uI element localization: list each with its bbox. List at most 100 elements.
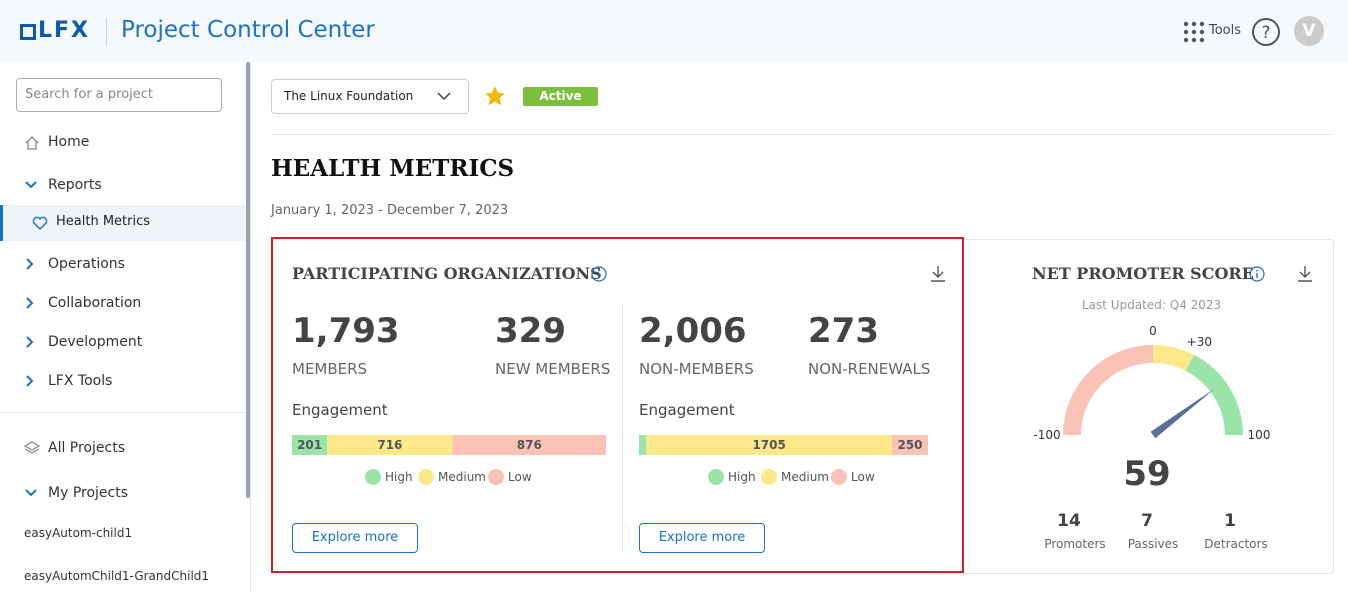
search-box[interactable]: Search for a project [16, 78, 222, 112]
gauge-band [1063, 345, 1153, 435]
nav-health-metrics[interactable]: Health Metrics [56, 214, 151, 229]
legend-swatch [365, 469, 381, 485]
explore-button[interactable]: Explore more [639, 523, 765, 553]
chevron-right [26, 297, 34, 309]
legend-label: High [728, 470, 756, 484]
breakdown-label: Promoters [1044, 537, 1105, 551]
engagement-segment [639, 435, 647, 455]
engagement-segment [891, 435, 928, 455]
metric-value: 2,006 [639, 311, 747, 351]
metric-value: 329 [495, 311, 566, 351]
date-range: January 1, 2023 - December 7, 2023 [271, 203, 509, 218]
gauge-band [1185, 354, 1243, 435]
project-item[interactable]: easyAutom-child1 [24, 526, 133, 540]
all-projects[interactable]: All Projects [48, 440, 125, 456]
legend-label: High [385, 470, 413, 484]
header: LFX Project Control Center Tools ? V [0, 0, 1348, 62]
breakdown-value: 14 [1057, 511, 1081, 531]
page-title: HEALTH METRICS [271, 155, 515, 182]
engagement-segment [452, 435, 606, 455]
engagement-segment [292, 435, 328, 455]
breakdown-label: Passives [1128, 537, 1179, 551]
metric-label: NEW MEMBERS [495, 360, 611, 378]
nav-section[interactable]: Collaboration [48, 295, 142, 311]
heart-icon [32, 216, 48, 230]
chevron-right [26, 375, 34, 387]
chevron-right [26, 258, 34, 270]
info-icon[interactable] [1249, 266, 1265, 282]
column-divider [622, 303, 623, 553]
engagement-label: Engagement [292, 401, 388, 419]
divider [106, 18, 107, 46]
engagement-segment [646, 435, 892, 455]
help-icon[interactable]: ? [1251, 17, 1281, 47]
card-title: PARTICIPATING ORGANIZATIONS [292, 264, 602, 283]
nps-title: NET PROMOTER SCORE [1032, 264, 1254, 283]
nav-section[interactable]: Development [48, 334, 143, 350]
info-icon[interactable] [591, 266, 607, 282]
legend-label: Medium [438, 470, 486, 484]
gauge-tick-label: 0 [1149, 324, 1157, 338]
explore-button[interactable]: Explore more [292, 523, 418, 553]
download-icon[interactable] [930, 265, 946, 283]
nav-reports[interactable]: Reports [48, 177, 102, 193]
my-projects[interactable]: My Projects [48, 485, 129, 501]
logo-square [20, 24, 36, 40]
chevron-down [25, 489, 37, 497]
download-icon[interactable] [1297, 265, 1313, 283]
gauge-band [1153, 345, 1194, 371]
sidebar-divider [0, 412, 247, 413]
engagement-segment [327, 435, 453, 455]
nps-card [940, 239, 1334, 574]
legend-label: Medium [781, 470, 829, 484]
nps-value: 59 [1123, 454, 1170, 494]
legend-swatch [761, 469, 777, 485]
breakdown-value: 7 [1141, 511, 1153, 531]
segment-label: 876 [517, 438, 542, 452]
breakdown-value: 1 [1224, 511, 1236, 531]
chevron-right [26, 336, 34, 348]
project-name: The Linux Foundation [284, 89, 414, 103]
project-item[interactable]: easyAutomChild1-GrandChild1 [24, 569, 210, 583]
nps-updated: Last Updated: Q4 2023 [1082, 298, 1222, 312]
status-badge: Active [523, 87, 598, 106]
layers-icon [24, 441, 40, 454]
tools-label[interactable]: Tools [1209, 23, 1242, 38]
legend-label: Low [851, 470, 875, 484]
breakdown-label: Detractors [1204, 537, 1267, 551]
segment-label: 1705 [752, 438, 785, 452]
sidebar: Search for a project Home Reports Health… [0, 62, 251, 592]
separator [271, 134, 1332, 135]
nav-section[interactable]: LFX Tools [48, 373, 113, 389]
home-icon [25, 136, 39, 150]
gauge-tick-label: 100 [1248, 428, 1271, 442]
metric-label: MEMBERS [292, 360, 368, 378]
svg-text:?: ? [1261, 23, 1270, 43]
legend-swatch [831, 469, 847, 485]
segment-label: 716 [377, 438, 402, 452]
metric-value: 1,793 [292, 311, 400, 351]
star[interactable] [484, 85, 506, 107]
scrollbar[interactable] [246, 62, 250, 498]
project-select[interactable]: The Linux Foundation [271, 79, 469, 114]
avatar[interactable]: V [1294, 16, 1324, 46]
metric-value: 273 [808, 311, 879, 351]
app-title: Project Control Center [121, 17, 375, 43]
nav-section[interactable]: Operations [48, 256, 125, 272]
logo: LFX [38, 18, 91, 43]
segment-label: 250 [897, 438, 922, 452]
legend-label: Low [508, 470, 532, 484]
nav-active-bg [0, 205, 250, 241]
legend-swatch [708, 469, 724, 485]
participating-card [271, 237, 964, 573]
metric-label: NON-MEMBERS [639, 360, 754, 378]
nav-home[interactable]: Home [48, 134, 90, 150]
dropdown-chevron [437, 92, 451, 101]
legend-swatch [418, 469, 434, 485]
legend-swatch [488, 469, 504, 485]
metric-label: NON-RENEWALS [808, 360, 931, 378]
segment-label: 201 [297, 438, 322, 452]
tools-icon[interactable] [1183, 21, 1205, 43]
gauge-needle [1150, 388, 1216, 439]
